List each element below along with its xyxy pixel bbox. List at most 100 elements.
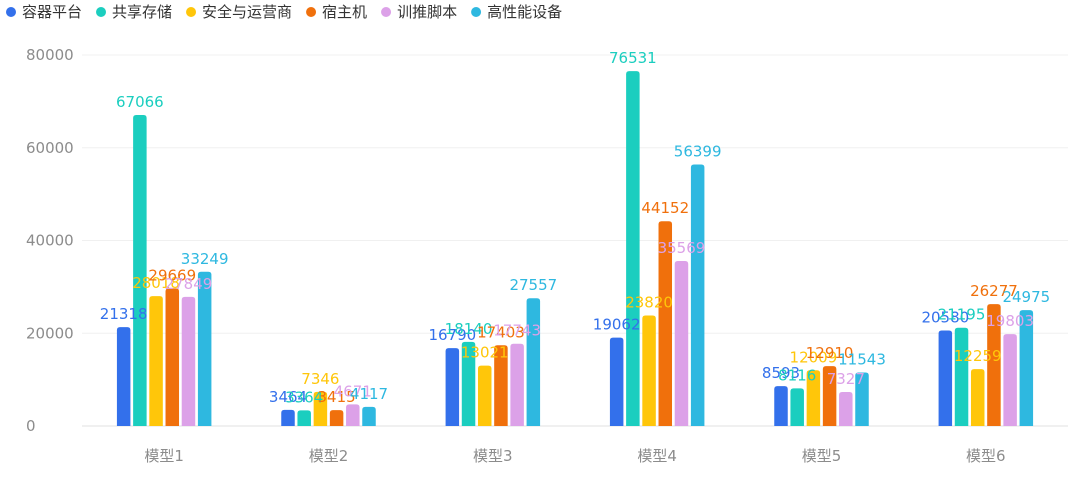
y-axis: 0 20000 40000 60000 80000: [26, 46, 74, 435]
data-label: 67066: [116, 93, 164, 111]
y-tick-label: 40000: [26, 232, 74, 250]
bar[interactable]: [674, 261, 689, 426]
legend-label[interactable]: 共享存储: [112, 3, 172, 21]
bar[interactable]: [133, 114, 147, 427]
x-tick-label: 模型1: [144, 447, 184, 465]
bar[interactable]: [445, 348, 460, 426]
bar[interactable]: [822, 366, 837, 426]
y-tick-label: 80000: [26, 46, 74, 64]
x-axis: 模型1 模型2 模型3 模型4 模型5 模型6: [144, 447, 1005, 465]
bar[interactable]: [510, 343, 524, 426]
bar[interactable]: [987, 304, 1001, 426]
bar[interactable]: [642, 315, 656, 426]
grid-lines: [82, 54, 1068, 427]
data-labels: 2131867066280182966927849332493464336473…: [100, 49, 1050, 406]
data-label: 33249: [181, 250, 229, 268]
bar[interactable]: [281, 409, 295, 426]
bar[interactable]: [839, 392, 853, 426]
x-tick-label: 模型3: [473, 447, 513, 465]
x-tick-label: 模型6: [966, 447, 1006, 465]
y-tick-label: 60000: [26, 139, 74, 157]
bar[interactable]: [806, 370, 821, 426]
bar[interactable]: [1003, 334, 1017, 426]
legend-label[interactable]: 安全与运营商: [202, 3, 292, 21]
data-label: 19803: [986, 312, 1034, 330]
bar[interactable]: [658, 221, 673, 426]
legend-label[interactable]: 训推脚本: [397, 3, 457, 21]
data-label: 24975: [1002, 288, 1050, 306]
legend-label[interactable]: 高性能设备: [487, 3, 562, 21]
bar[interactable]: [165, 288, 180, 426]
legend: 容器平台 共享存储 安全与运营商 宿主机 训推脚本 高性能设备: [6, 3, 562, 21]
data-label: 12259: [954, 347, 1002, 365]
bar[interactable]: [970, 369, 985, 426]
data-label: 56399: [674, 142, 722, 160]
data-label: 16790: [428, 326, 476, 344]
data-label: 12910: [806, 344, 854, 362]
data-label: 23820: [625, 294, 673, 312]
bar[interactable]: [313, 391, 328, 426]
data-label: 19062: [593, 316, 641, 334]
data-label: 18140: [445, 320, 493, 338]
data-label: 4117: [350, 385, 388, 403]
data-label: 27557: [509, 276, 557, 294]
legend-marker: [96, 7, 107, 17]
bar[interactable]: [329, 410, 344, 426]
bar[interactable]: [362, 406, 376, 426]
bar[interactable]: [461, 341, 476, 426]
data-label: 4671: [334, 382, 372, 400]
x-tick-label: 模型4: [637, 447, 677, 465]
data-label: 17403: [477, 323, 525, 341]
data-label: 21318: [100, 305, 148, 323]
bar[interactable]: [181, 296, 196, 426]
bar[interactable]: [690, 164, 705, 426]
legend-label[interactable]: 容器平台: [22, 3, 82, 21]
legend-marker: [186, 7, 197, 17]
bar[interactable]: [346, 404, 360, 426]
bars: [116, 71, 1034, 427]
bar[interactable]: [774, 386, 788, 426]
data-label: 11543: [838, 350, 886, 368]
data-label: 26277: [970, 282, 1018, 300]
bar[interactable]: [626, 71, 640, 426]
data-label: 27849: [165, 275, 213, 293]
legend-marker: [381, 7, 392, 17]
data-label: 35569: [658, 239, 706, 257]
bar[interactable]: [526, 298, 541, 426]
bar[interactable]: [609, 337, 624, 426]
data-label: 8116: [778, 366, 816, 384]
bar[interactable]: [494, 345, 508, 426]
data-label: 29669: [148, 266, 196, 284]
data-label: 8593: [762, 364, 800, 382]
data-label: 12009: [790, 348, 838, 366]
data-label: 3464: [269, 388, 307, 406]
data-label: 13021: [461, 344, 509, 362]
data-label: 21195: [938, 306, 986, 324]
data-label: 3364: [285, 388, 323, 406]
bar[interactable]: [790, 388, 804, 426]
bar[interactable]: [477, 365, 492, 426]
data-label: 7346: [301, 370, 339, 388]
data-label: 7327: [827, 370, 865, 388]
bar[interactable]: [938, 330, 953, 426]
data-label: 76531: [609, 49, 657, 67]
bar[interactable]: [954, 327, 969, 426]
bar[interactable]: [197, 271, 212, 426]
legend-marker: [306, 7, 317, 17]
bar[interactable]: [1019, 310, 1034, 426]
bar[interactable]: [297, 410, 311, 426]
bar[interactable]: [855, 372, 869, 426]
y-tick-label: 20000: [26, 324, 74, 342]
bar[interactable]: [149, 296, 163, 426]
legend-marker: [471, 7, 482, 17]
bar[interactable]: [116, 327, 131, 426]
data-label: 20580: [921, 309, 969, 327]
data-label: 3415: [318, 388, 356, 406]
y-tick-label: 0: [26, 417, 36, 435]
legend-label[interactable]: 宿主机: [322, 3, 367, 21]
data-label: 44152: [641, 199, 689, 217]
data-label: 17743: [493, 322, 541, 340]
legend-marker: [6, 7, 16, 17]
x-tick-label: 模型5: [802, 447, 842, 465]
data-label: 28018: [132, 274, 180, 292]
